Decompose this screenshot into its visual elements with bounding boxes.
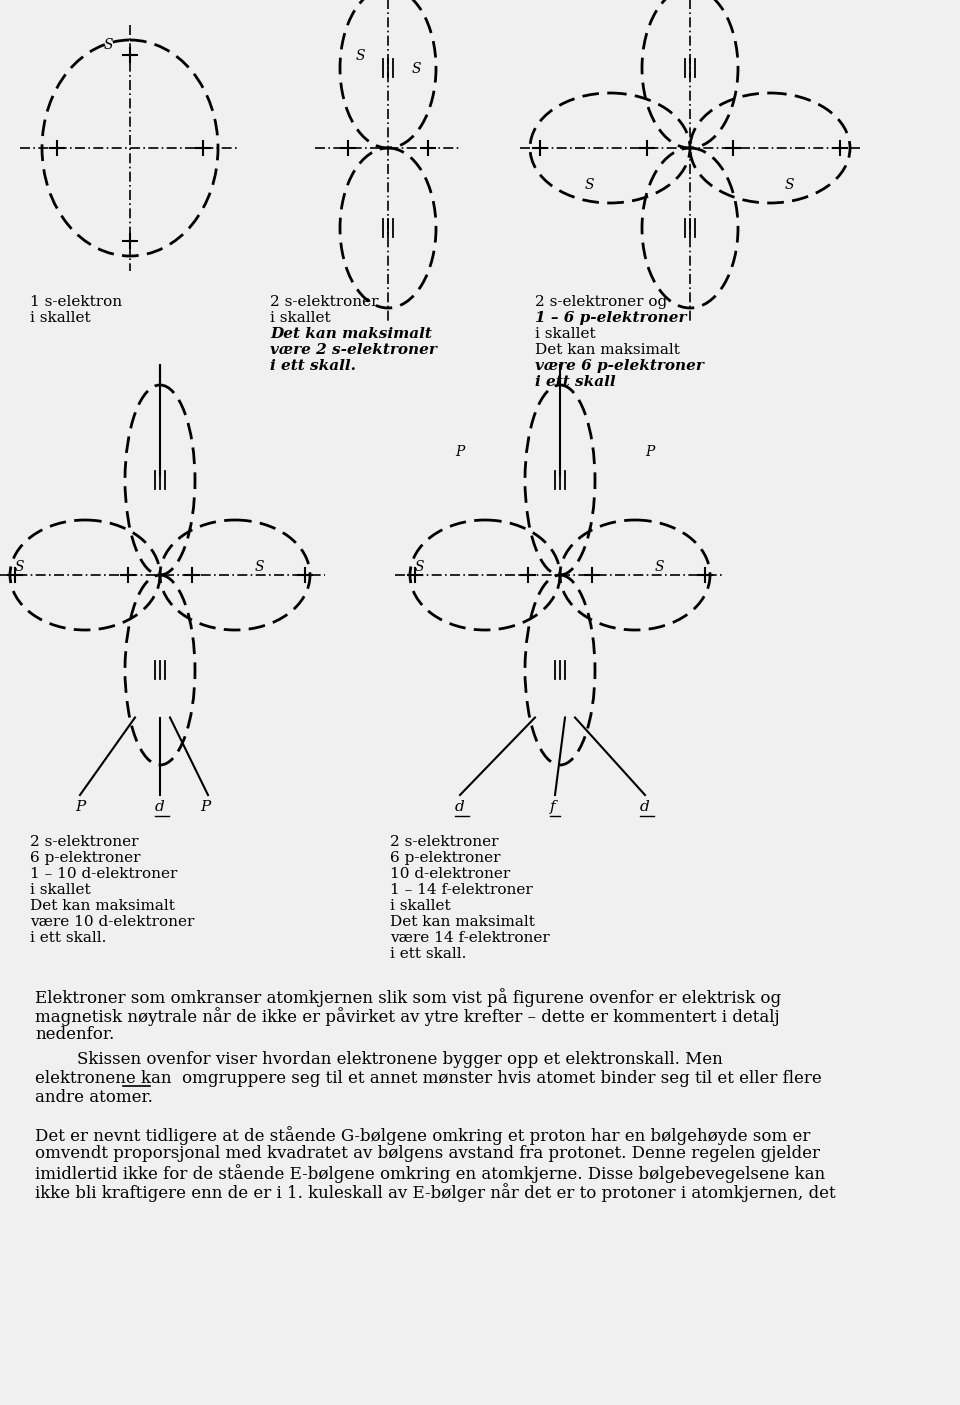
Text: 6 p-elektroner: 6 p-elektroner (30, 851, 140, 865)
Text: Elektroner som omkranser atomkjernen slik som vist på figurene ovenfor er elektr: Elektroner som omkranser atomkjernen sli… (35, 988, 781, 1007)
Text: andre atomer.: andre atomer. (35, 1089, 153, 1106)
Text: i ett skall.: i ett skall. (390, 947, 467, 961)
Text: 6 p-elektroner: 6 p-elektroner (390, 851, 500, 865)
Text: d: d (640, 799, 650, 813)
Text: 1 – 6 p-elektroner: 1 – 6 p-elektroner (535, 311, 686, 325)
Text: Det kan maksimalt: Det kan maksimalt (535, 343, 680, 357)
Text: Det kan maksimalt: Det kan maksimalt (30, 899, 175, 913)
Text: 2 s-elektroner: 2 s-elektroner (30, 835, 138, 849)
Text: være 10 d-elektroner: være 10 d-elektroner (30, 915, 194, 929)
Text: i ett skall.: i ett skall. (30, 932, 107, 946)
Text: P: P (75, 799, 85, 813)
Text: 2 s-elektroner: 2 s-elektroner (270, 295, 378, 309)
Text: imidlertid ikke for de stående E-bølgene omkring en atomkjerne. Disse bølgebeveg: imidlertid ikke for de stående E-bølgene… (35, 1163, 826, 1183)
Text: Det er nevnt tidligere at de stående G-bølgene omkring et proton har en bølgehøy: Det er nevnt tidligere at de stående G-b… (35, 1125, 810, 1145)
Text: S: S (585, 178, 594, 192)
Text: i skallet: i skallet (30, 882, 90, 896)
Text: 10 d-elektroner: 10 d-elektroner (390, 867, 511, 881)
Text: Det kan maksimalt: Det kan maksimalt (270, 327, 432, 341)
Text: d: d (155, 799, 165, 813)
Text: d: d (455, 799, 465, 813)
Text: ikke bli kraftigere enn de er i 1. kuleskall av E-bølger når det er to protoner : ikke bli kraftigere enn de er i 1. kules… (35, 1183, 835, 1201)
Text: være 2 s-elektroner: være 2 s-elektroner (270, 343, 437, 357)
Text: elektronene kan  omgruppere seg til et annet mønster hvis atomet binder seg til : elektronene kan omgruppere seg til et an… (35, 1071, 822, 1087)
Text: P: P (645, 445, 655, 459)
Text: omvendt proporsjonal med kvadratet av bølgens avstand fra protonet. Denne regele: omvendt proporsjonal med kvadratet av bø… (35, 1145, 820, 1162)
Text: S: S (785, 178, 795, 192)
Text: S: S (104, 38, 112, 52)
Text: Det kan maksimalt: Det kan maksimalt (390, 915, 535, 929)
Text: S: S (255, 561, 265, 575)
Text: S: S (15, 561, 25, 575)
Text: S: S (355, 49, 365, 63)
Text: 1 – 14 f-elektroner: 1 – 14 f-elektroner (390, 882, 533, 896)
Text: i skallet: i skallet (390, 899, 450, 913)
Text: være 6 p-elektroner: være 6 p-elektroner (535, 360, 704, 372)
Text: P: P (455, 445, 465, 459)
Text: f: f (550, 799, 556, 813)
Text: Skissen ovenfor viser hvordan elektronene bygger opp et elektronskall. Men: Skissen ovenfor viser hvordan elektronen… (35, 1051, 723, 1068)
Text: P: P (200, 799, 210, 813)
Text: i ett skall.: i ett skall. (270, 360, 356, 372)
Text: i skallet: i skallet (270, 311, 330, 325)
Text: magnetisk nøytrale når de ikke er påvirket av ytre krefter – dette er kommentert: magnetisk nøytrale når de ikke er påvirk… (35, 1007, 780, 1026)
Text: 1 – 10 d-elektroner: 1 – 10 d-elektroner (30, 867, 178, 881)
Text: S: S (415, 561, 424, 575)
Text: nedenfor.: nedenfor. (35, 1026, 114, 1043)
Text: 2 s-elektroner: 2 s-elektroner (390, 835, 498, 849)
Text: S: S (411, 62, 420, 76)
Text: S: S (655, 561, 664, 575)
Text: 2 s-elektroner og: 2 s-elektroner og (535, 295, 667, 309)
Text: i ett skall: i ett skall (535, 375, 615, 389)
Text: i skallet: i skallet (535, 327, 595, 341)
Text: være 14 f-elektroner: være 14 f-elektroner (390, 932, 550, 946)
Text: 1 s-elektron
i skallet: 1 s-elektron i skallet (30, 295, 122, 325)
